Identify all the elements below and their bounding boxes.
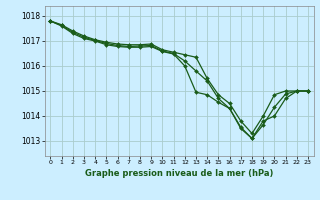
X-axis label: Graphe pression niveau de la mer (hPa): Graphe pression niveau de la mer (hPa) xyxy=(85,169,273,178)
